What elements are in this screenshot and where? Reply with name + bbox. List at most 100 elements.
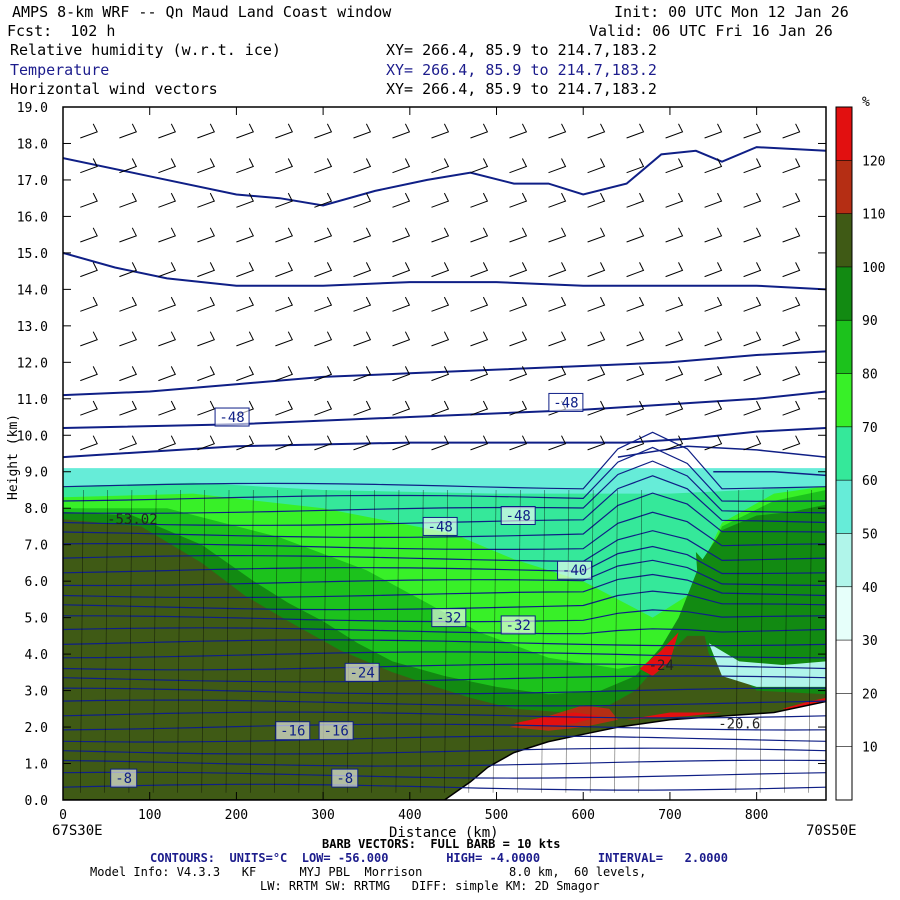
wind-barb — [158, 158, 176, 174]
temp-label-0: -48 — [219, 410, 244, 426]
wind-barb — [665, 123, 684, 139]
wind-barb-column — [808, 489, 812, 793]
wind-barb — [470, 400, 489, 416]
wind-barb — [665, 331, 684, 347]
wind-barb — [119, 123, 137, 139]
wind-barb — [314, 123, 333, 139]
y-tick-label: 0.0 — [25, 794, 48, 809]
temp-contour-lower-13 — [63, 627, 826, 635]
x-tick-label: 800 — [745, 808, 768, 823]
wind-barb — [665, 227, 684, 243]
y-tick-label: 19.0 — [17, 101, 48, 116]
wind-barb — [353, 158, 372, 174]
wind-barb-column — [322, 489, 327, 793]
wind-barb — [314, 331, 333, 347]
wind-barb — [743, 435, 762, 451]
wind-barb — [275, 366, 293, 382]
wind-barb — [743, 227, 762, 243]
wind-barb — [275, 400, 293, 416]
wind-barb — [275, 331, 293, 347]
wind-barb-column — [177, 489, 181, 793]
colorbar-label: 80 — [862, 368, 878, 383]
colorbar-swatch — [836, 693, 852, 747]
extrema-label-2: -20.6 — [718, 716, 760, 732]
wind-barb — [470, 435, 489, 451]
temp-contour-lower-10 — [63, 663, 826, 671]
wind-barb — [470, 158, 489, 174]
wind-barb — [119, 262, 137, 278]
wind-barb — [548, 262, 567, 278]
wind-barb-column — [638, 489, 643, 793]
field-xy-wind: XY= 266.4, 85.9 to 214.7,183.2 — [386, 80, 657, 98]
wind-barb — [314, 262, 333, 278]
wind-barb-column — [128, 489, 133, 793]
wind-barb — [392, 296, 411, 312]
wind-barb — [743, 123, 762, 139]
temperature-contours — [63, 146, 826, 791]
wind-barb — [587, 400, 606, 416]
wind-barb — [665, 158, 684, 174]
wind-barb — [509, 400, 528, 416]
wind-barb — [158, 227, 176, 243]
wind-barb — [665, 366, 684, 382]
wind-barb — [236, 262, 254, 278]
wind-barb — [80, 227, 98, 243]
x-tick-label: 200 — [225, 808, 248, 823]
wind-barb-column — [614, 489, 618, 793]
temp-contour-lower-3 — [63, 747, 826, 755]
x-tick-label: 400 — [398, 808, 421, 823]
end-point-label: 70S50E — [806, 823, 857, 839]
temp-contour-10km — [63, 427, 826, 459]
wind-barb — [197, 158, 215, 174]
wind-barb — [431, 262, 450, 278]
valid-time: Valid: 06 UTC Fri 16 Jan 26 — [589, 22, 833, 40]
wind-barb — [782, 227, 801, 243]
wind-barb — [782, 262, 801, 278]
wind-barb — [626, 123, 645, 139]
y-tick-label: 5.0 — [25, 612, 48, 627]
start-point-label: 67S30E — [52, 823, 103, 839]
colorbar-swatch — [836, 480, 852, 534]
extrema-label-0: -53.02 — [107, 512, 158, 528]
temp-contour-11km — [63, 390, 826, 429]
wind-barb — [665, 400, 684, 416]
temp-label-6-box — [500, 615, 536, 635]
wind-barb — [353, 400, 372, 416]
y-tick-label: 16.0 — [17, 210, 48, 225]
wind-barb — [158, 400, 176, 416]
wind-barb-column — [104, 489, 108, 793]
wind-barb — [392, 366, 411, 382]
wind-barb — [626, 158, 645, 174]
field-name-temperature: Temperature — [10, 61, 110, 79]
temp-contour-lower-25 — [63, 431, 826, 490]
wind-barb — [158, 435, 176, 451]
wind-barb — [470, 262, 489, 278]
wind-barb — [782, 331, 801, 347]
chart-title: AMPS 8-km WRF -- Qn Maud Land Coast wind… — [12, 3, 392, 21]
wind-barb — [704, 366, 723, 382]
wind-barb — [80, 123, 98, 139]
wind-barb — [392, 435, 411, 451]
wind-barb — [197, 123, 215, 139]
wind-barb-column — [347, 489, 351, 793]
temp-label-1-box — [548, 392, 584, 412]
wind-barb — [158, 296, 176, 312]
temp-label-3: -48 — [506, 509, 531, 525]
wind-barb-column — [274, 489, 278, 793]
y-tick-label: 2.0 — [25, 721, 48, 736]
wind-barb — [509, 262, 528, 278]
temp-contour-lower-20 — [63, 511, 826, 550]
wind-barb — [509, 435, 528, 451]
wind-barb — [548, 435, 567, 451]
wind-barb — [80, 366, 98, 382]
wind-barb — [392, 331, 411, 347]
temp-label-4: -40 — [562, 563, 587, 579]
model-info-line2: LW: RRTM SW: RRTMG DIFF: simple KM: 2D S… — [260, 879, 600, 893]
wind-barb — [158, 123, 176, 139]
temp-contour-lower-19 — [63, 530, 826, 563]
wind-barb — [509, 227, 528, 243]
wind-barb — [743, 400, 762, 416]
wind-barb — [665, 262, 684, 278]
temp-label-10-box — [110, 768, 138, 788]
x-tick-label: 700 — [658, 808, 681, 823]
